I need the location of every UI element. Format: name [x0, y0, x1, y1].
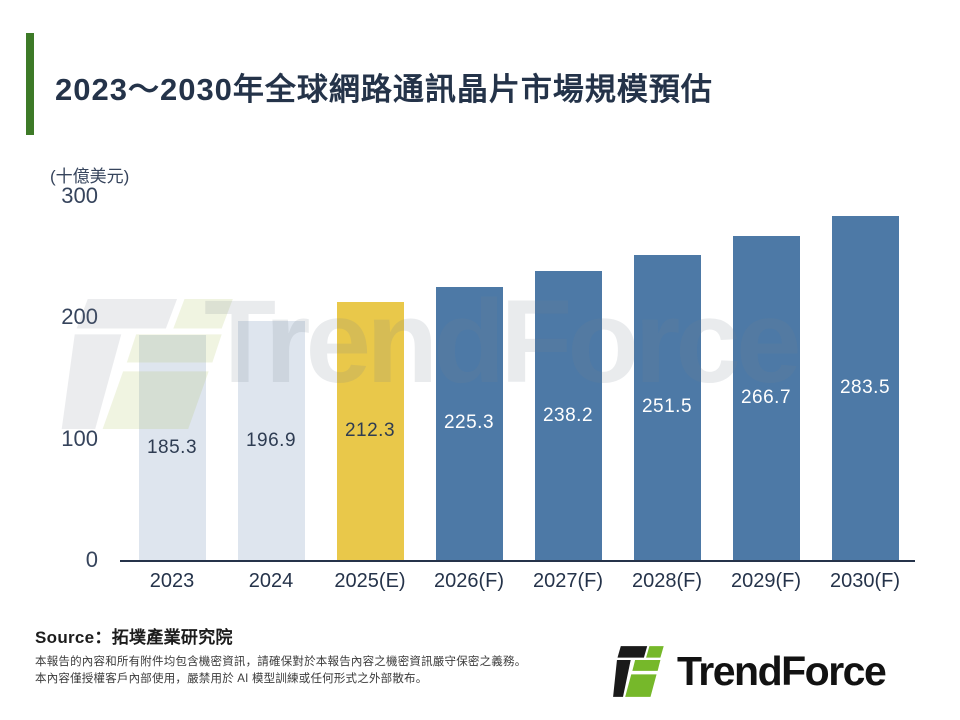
bar-value-label: 225.3 — [443, 412, 495, 434]
trendforce-logo: TrendForce — [612, 645, 887, 698]
x-axis-label: 2025(E) — [334, 570, 406, 592]
bar-value-label: 238.2 — [542, 404, 594, 426]
y-axis-tick-label: 300 — [61, 183, 98, 208]
chart-title: 2023～2030年全球網路通訊晶片市場規模預估 — [55, 72, 713, 107]
y-axis-tick-label: 100 — [61, 425, 98, 451]
bar-2025(E): 212.3 — [336, 302, 404, 560]
x-axis-label: 2030(F) — [829, 570, 901, 592]
bar-value-label: 185.3 — [146, 436, 198, 458]
y-axis-unit-label: (十億美元) — [50, 167, 130, 186]
bar-2024: 196.9 — [237, 321, 305, 560]
disclaimer-line-2: 本內容僅授權客戶內部使用，嚴禁用於 AI 模型訓練或任何形式之外部散布。 — [35, 673, 428, 685]
x-axis-label: 2028(F) — [631, 570, 703, 592]
y-axis-tick-label: 200 — [61, 304, 98, 330]
y-axis-tick-label: 0 — [85, 547, 98, 572]
bar-2028(F): 251.5 — [633, 254, 701, 560]
bar-2027(F): 238.2 — [534, 271, 602, 560]
source-note: Source：拓墣產業研究院 — [35, 628, 233, 647]
bar-chart-plot-area: 185.3 196.9 212.3 225.3 238.2 251.5 266.7 283.5 — [120, 196, 915, 562]
bar-value-label: 266.7 — [740, 387, 792, 409]
bar-2029(F): 266.7 — [732, 236, 800, 560]
x-axis-labels: 2023 2024 2025(E) 2026(F) 2027(F) 2028(F) 2029… — [120, 570, 915, 602]
x-axis-label: 2029(F) — [730, 570, 802, 592]
bar-2030(F): 283.5 — [831, 216, 899, 560]
bar-value-label: 212.3 — [344, 420, 396, 442]
trendforce-logo-icon — [613, 646, 664, 697]
bar-value-label: 251.5 — [641, 396, 693, 418]
bar-2026(F): 225.3 — [435, 286, 503, 560]
title-accent-bar — [26, 33, 34, 135]
disclaimer-line-1: 本報告的內容和所有附件均包含機密資訊，請確保對於本報告內容之機密資訊嚴守保密之義… — [35, 656, 527, 668]
bar-value-label: 283.5 — [839, 377, 891, 398]
x-axis-label: 2023 — [149, 570, 195, 592]
trendforce-logo-text: TrendForce — [677, 648, 887, 694]
x-axis-label: 2026(F) — [433, 570, 505, 592]
x-axis-label: 2027(F) — [532, 570, 604, 592]
x-axis-label: 2024 — [248, 570, 294, 592]
bar-2023: 185.3 — [138, 335, 206, 560]
bar-value-label: 196.9 — [245, 429, 297, 451]
